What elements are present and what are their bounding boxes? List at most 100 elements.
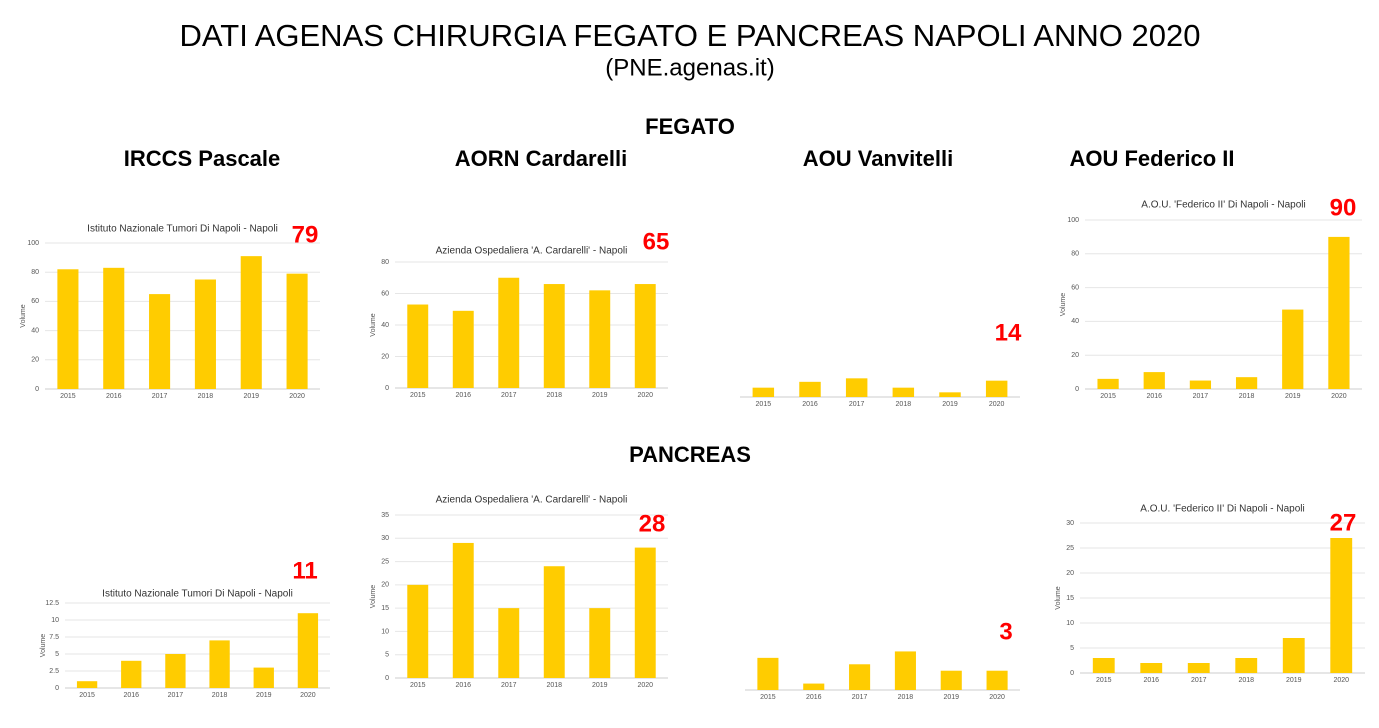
x-tick-label: 2020 [637, 392, 653, 399]
y-axis-label: Volume [1060, 293, 1067, 316]
hospital-name: AOU Vanvitelli [803, 146, 953, 171]
bar [452, 542, 474, 678]
bar [498, 608, 520, 678]
y-tick-label: 30 [1066, 520, 1074, 527]
bar [286, 273, 308, 389]
bar [634, 284, 656, 388]
y-axis-label: Volume [40, 634, 47, 657]
bar [498, 277, 520, 388]
y-tick-label: 0 [385, 385, 389, 392]
annotation: 90 [1330, 194, 1357, 221]
y-tick-label: 20 [381, 353, 389, 360]
bar [939, 392, 961, 397]
x-tick-label: 2017 [849, 401, 865, 408]
hospital-name: AORN Cardarelli [455, 146, 627, 171]
bar [1092, 658, 1115, 673]
y-axis-label: Volume [370, 313, 377, 336]
y-tick-label: 10 [381, 628, 389, 635]
bar [757, 657, 779, 690]
bar [985, 380, 1008, 397]
y-tick-label: 25 [381, 558, 389, 565]
x-tick-label: 2017 [152, 393, 168, 400]
bar [543, 566, 565, 678]
x-tick-label: 2019 [1286, 677, 1302, 684]
y-tick-label: 20 [381, 582, 389, 589]
x-tick-label: 2015 [1100, 393, 1116, 400]
bar [849, 664, 871, 690]
bar [1143, 372, 1165, 389]
bar [1097, 378, 1119, 389]
y-tick-label: 2.5 [49, 668, 59, 675]
x-tick-label: 2020 [989, 694, 1005, 701]
x-tick-label: 2016 [806, 694, 822, 701]
chart-title: A.O.U. 'Federico II' Di Napoli - Napoli [1141, 200, 1305, 211]
y-tick-label: 40 [1071, 318, 1079, 325]
bar [57, 269, 79, 389]
y-tick-label: 10 [1066, 620, 1074, 627]
y-tick-label: 7.5 [49, 634, 59, 641]
y-tick-label: 0 [55, 685, 59, 692]
chart-title: Azienda Ospedaliera 'A. Cardarelli' - Na… [436, 495, 628, 506]
x-tick-label: 2016 [1143, 677, 1159, 684]
y-tick-label: 20 [1066, 570, 1074, 577]
x-tick-label: 2015 [1096, 677, 1112, 684]
bar [1140, 663, 1163, 673]
bar [799, 381, 821, 397]
bar [1282, 309, 1304, 389]
x-tick-label: 2019 [942, 401, 958, 408]
y-tick-label: 5 [1070, 645, 1074, 652]
chart-title: Istituto Nazionale Tumori Di Napoli - Na… [87, 224, 278, 235]
x-tick-label: 2015 [760, 694, 776, 701]
bar [589, 608, 611, 678]
bar [103, 267, 125, 389]
bar [209, 640, 230, 688]
y-tick-label: 100 [1067, 217, 1079, 224]
bar [543, 284, 565, 388]
x-tick-label: 2018 [1239, 393, 1255, 400]
chart-title: A.O.U. 'Federico II' Di Napoli - Napoli [1140, 504, 1304, 515]
annotation: 14 [995, 319, 1022, 346]
x-tick-label: 2015 [410, 392, 426, 399]
x-tick-label: 2017 [501, 682, 517, 689]
x-tick-label: 2015 [79, 692, 95, 699]
x-tick-label: 2020 [289, 393, 305, 400]
annotation: 65 [643, 228, 670, 255]
bar [407, 584, 429, 678]
section-title: PANCREAS [629, 442, 751, 467]
x-tick-label: 2017 [852, 694, 868, 701]
bar [589, 290, 611, 388]
y-tick-label: 0 [1075, 386, 1079, 393]
bar [1235, 658, 1258, 673]
y-tick-label: 15 [381, 605, 389, 612]
x-tick-label: 2016 [106, 393, 122, 400]
x-tick-label: 2019 [592, 682, 608, 689]
bar [407, 304, 429, 388]
y-tick-label: 60 [31, 298, 39, 305]
bar [986, 670, 1008, 690]
slide-title: DATI AGENAS CHIRURGIA FEGATO E PANCREAS … [180, 18, 1201, 53]
bar [121, 660, 142, 688]
bar [752, 387, 775, 397]
x-tick-label: 2018 [212, 692, 228, 699]
slide-subtitle: (PNE.agenas.it) [605, 54, 774, 81]
bar [1235, 377, 1258, 389]
x-tick-label: 2019 [256, 692, 272, 699]
y-tick-label: 0 [1070, 670, 1074, 677]
chart-title: Istituto Nazionale Tumori Di Napoli - Na… [102, 589, 293, 600]
bar [253, 667, 274, 688]
x-tick-label: 2020 [637, 682, 653, 689]
x-tick-label: 2016 [455, 392, 471, 399]
y-tick-label: 10 [51, 617, 59, 624]
bar [940, 670, 962, 690]
bar [240, 256, 262, 389]
y-tick-label: 25 [1066, 545, 1074, 552]
y-tick-label: 5 [55, 651, 59, 658]
y-tick-label: 35 [381, 512, 389, 519]
bar [892, 387, 915, 397]
x-tick-label: 2018 [546, 392, 562, 399]
x-tick-label: 2015 [410, 682, 426, 689]
x-tick-label: 2020 [300, 692, 316, 699]
bar [1187, 663, 1210, 673]
